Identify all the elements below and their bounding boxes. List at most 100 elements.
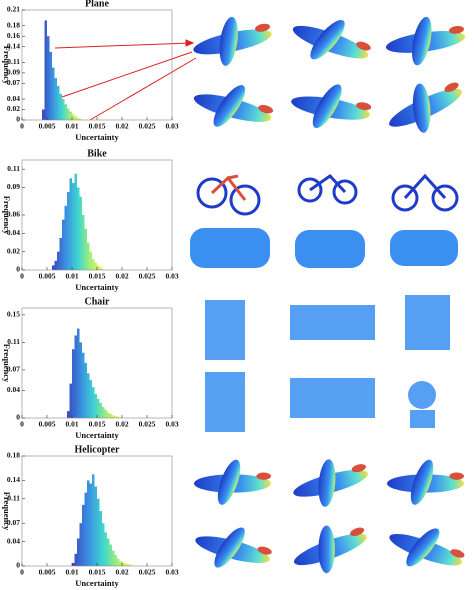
bar <box>79 342 82 418</box>
y-tick-label: 0.16 <box>7 31 20 40</box>
bar <box>122 562 125 566</box>
point-cloud <box>187 6 277 75</box>
bar <box>69 178 72 270</box>
bar <box>72 562 75 566</box>
bar <box>119 561 122 566</box>
bar <box>77 187 80 270</box>
y-tick-label: 0.14 <box>7 475 20 484</box>
x-tick-label: 0.02 <box>115 420 128 429</box>
bar <box>104 409 107 418</box>
bar <box>94 486 97 566</box>
bar <box>62 99 65 120</box>
chart-title: Helicopter <box>75 444 121 455</box>
bar <box>112 415 115 418</box>
x-tick-label: 0.03 <box>165 122 178 131</box>
x-tick-label: 0.025 <box>139 420 156 429</box>
bar <box>119 417 122 418</box>
bar <box>82 215 85 270</box>
chairs <box>205 295 450 432</box>
point-cloud <box>285 511 375 586</box>
bar <box>82 352 85 418</box>
bar <box>79 196 82 270</box>
point-cloud <box>284 2 378 80</box>
bar <box>89 251 92 270</box>
bar <box>132 565 135 566</box>
bar <box>97 398 100 418</box>
bar <box>84 492 87 566</box>
bar <box>49 51 52 120</box>
bar <box>117 558 120 566</box>
bar <box>87 242 90 270</box>
y-tick-label: 0.15 <box>7 310 20 319</box>
y-tick-label: 0 <box>16 561 20 570</box>
x-tick-label: 0.01 <box>65 122 78 131</box>
y-tick-label: 0.14 <box>7 41 20 50</box>
x-tick-label: 0.02 <box>115 272 128 281</box>
bar <box>92 474 95 566</box>
x-tick-label: 0.01 <box>65 272 78 281</box>
bar <box>127 564 130 566</box>
bar <box>87 480 90 566</box>
y-tick-label: 0.18 <box>7 451 20 460</box>
bar <box>59 93 62 120</box>
bar <box>114 415 117 418</box>
bar <box>44 20 47 121</box>
bar <box>74 173 77 270</box>
bar <box>77 117 80 120</box>
bar <box>67 108 70 120</box>
bar <box>104 532 107 566</box>
y-axis-label: Frequency <box>2 196 12 235</box>
y-tick-label: 0.09 <box>7 68 20 77</box>
x-axis-label: Uncertainty <box>75 430 119 440</box>
point-cloud <box>286 74 375 140</box>
x-tick-label: 0.005 <box>39 122 56 131</box>
y-tick-label: 0.07 <box>7 78 20 87</box>
bar <box>99 402 102 418</box>
y-tick-label: 0.04 <box>7 228 20 237</box>
y-tick-label: 0 <box>16 413 20 422</box>
x-tick-label: 0.025 <box>139 272 156 281</box>
bar <box>74 335 77 418</box>
bar <box>72 114 75 120</box>
bar <box>47 36 50 120</box>
bar <box>72 182 75 270</box>
x-tick-label: 0.03 <box>165 568 178 577</box>
x-axis-label: Uncertainty <box>75 132 119 142</box>
point-cloud <box>381 511 471 586</box>
bar <box>54 260 57 270</box>
y-tick-label: 0.04 <box>7 536 20 545</box>
x-tick-label: 0.005 <box>39 272 56 281</box>
x-tick-label: 0.025 <box>139 122 156 131</box>
bar <box>42 109 45 120</box>
x-tick-label: 0.01 <box>65 420 78 429</box>
bar <box>67 192 70 270</box>
bar <box>52 265 55 270</box>
bar <box>64 104 67 120</box>
chart-title: Bike <box>87 148 107 159</box>
bikes <box>190 173 459 268</box>
bar <box>52 67 55 120</box>
bar <box>107 412 110 418</box>
point-cloud <box>189 514 277 583</box>
chart-title: Plane <box>85 0 109 9</box>
x-tick-label: 0.005 <box>39 568 56 577</box>
y-tick-label: 0.11 <box>7 57 20 66</box>
y-tick-label: 0.07 <box>7 365 20 374</box>
y-tick-label: 0.02 <box>7 104 20 113</box>
bar <box>109 544 112 566</box>
plot-frame <box>21 159 173 271</box>
x-tick-label: 0.015 <box>89 122 106 131</box>
y-tick-label: 0.18 <box>7 20 20 29</box>
y-tick-label: 0.07 <box>7 518 20 527</box>
bar <box>69 111 72 120</box>
bar <box>94 393 97 418</box>
x-tick-label: 0.02 <box>115 568 128 577</box>
x-tick-label: 0.03 <box>165 272 178 281</box>
bar <box>62 219 65 270</box>
chart-title: Chair <box>85 296 111 307</box>
y-axis-label: Frequency <box>2 344 12 383</box>
bar <box>67 411 70 418</box>
x-tick-label: 0.01 <box>65 568 78 577</box>
x-tick-label: 0.005 <box>39 420 56 429</box>
